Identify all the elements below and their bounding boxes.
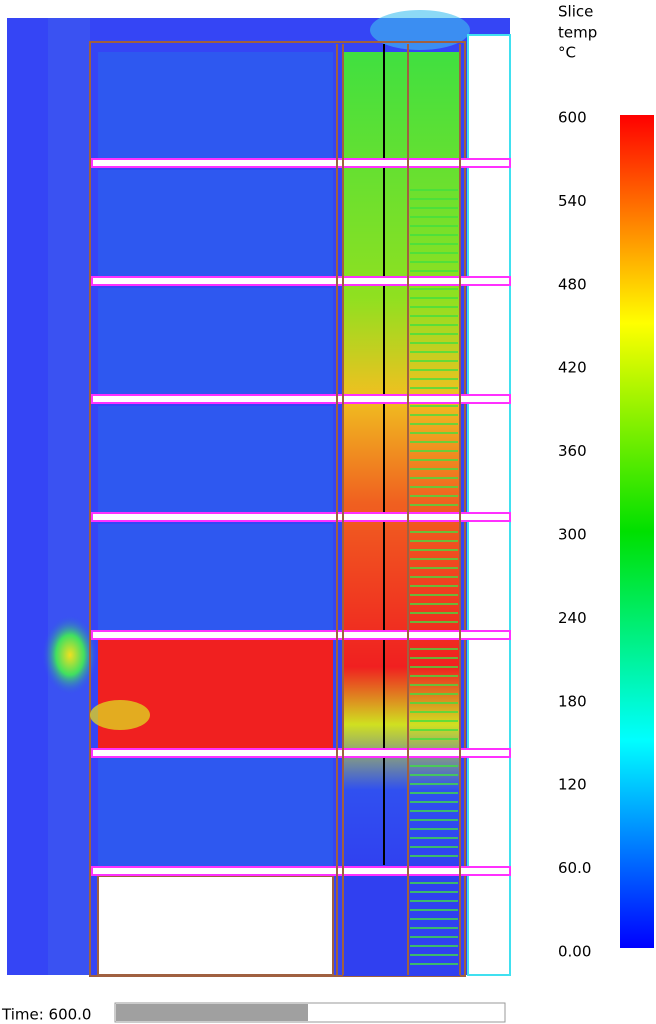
colorbar-title: temp xyxy=(558,24,597,42)
colorbar-tick-label: 300 xyxy=(558,526,587,544)
room xyxy=(98,406,333,514)
room xyxy=(98,288,333,396)
room xyxy=(98,170,333,278)
colorbar-tick-label: 420 xyxy=(558,359,587,377)
colorbar-title: Slice xyxy=(558,3,593,21)
floor-slab xyxy=(91,866,511,876)
colorbar-tick-label: 540 xyxy=(558,192,587,210)
room xyxy=(98,758,333,866)
colorbar-tick-label: 480 xyxy=(558,275,587,293)
colorbar xyxy=(620,115,654,948)
colorbar-tick-label: 600 xyxy=(558,109,587,127)
colorbar-tick-label: 60.0 xyxy=(558,859,591,877)
colorbar-tick-label: 240 xyxy=(558,609,587,627)
room xyxy=(98,52,333,160)
time-label: Time: 600.0 xyxy=(1,1006,91,1024)
colorbar-tick-label: 180 xyxy=(558,692,587,710)
floor-slab xyxy=(91,512,511,522)
colorbar-tick-label: 360 xyxy=(558,442,587,460)
colorbar-tick-label: 0.00 xyxy=(558,943,591,961)
colorbar-title: °C xyxy=(558,44,576,62)
room xyxy=(98,524,333,632)
colorbar-tick-label: 120 xyxy=(558,776,587,794)
floor-slab xyxy=(91,630,511,640)
building xyxy=(89,34,511,977)
floor-slab xyxy=(91,748,511,758)
time-bar-fill xyxy=(116,1004,308,1021)
floor-slab xyxy=(91,394,511,404)
floor-slab xyxy=(91,158,511,168)
floor-slab xyxy=(91,276,511,286)
